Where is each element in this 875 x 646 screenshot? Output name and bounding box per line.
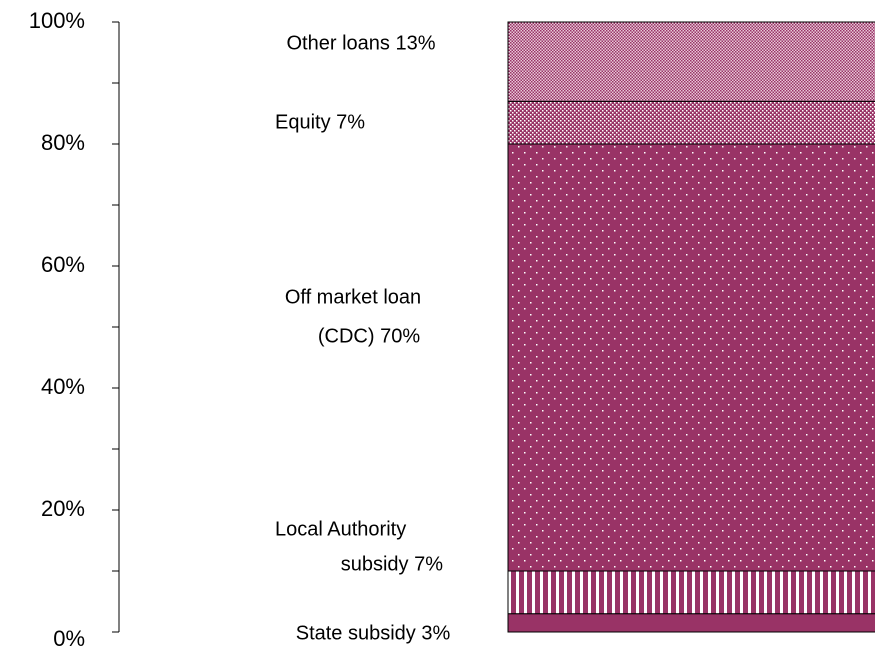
y-tick-label: 0% [53,626,85,646]
segment-label: subsidy 7% [341,553,443,575]
bar-segment [507,570,875,615]
y-tick-label: 60% [41,252,85,277]
segment-label: State subsidy 3% [296,622,451,644]
segment-label: Equity 7% [275,111,365,133]
segment-label: Off market loan [285,286,421,308]
bar-segment [507,21,875,102]
segment-label: (CDC) 70% [318,325,420,347]
y-tick-label: 20% [41,496,85,521]
y-tick-label: 100% [29,8,85,33]
y-tick-label: 40% [41,374,85,399]
y-tick-label: 80% [41,130,85,155]
bar-segment [507,143,875,572]
bar-segment [507,100,875,145]
segment-label: Local Authority [275,518,406,540]
segment-label: Other loans 13% [287,32,436,54]
bar-segment [507,613,875,633]
